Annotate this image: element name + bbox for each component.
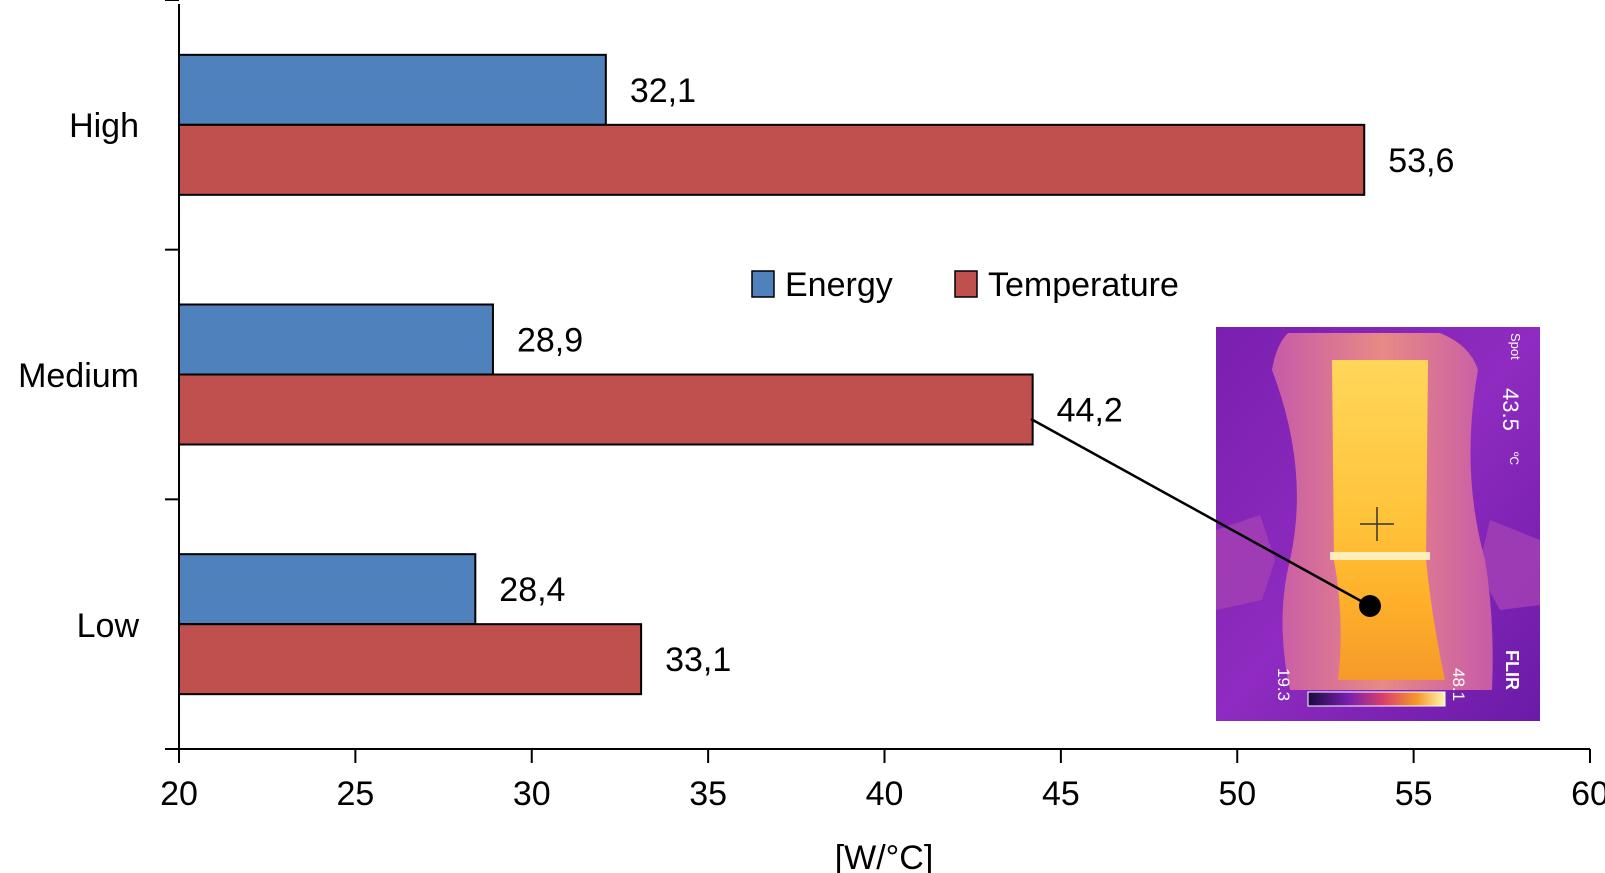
- x-tick-label: 25: [336, 775, 374, 813]
- x-tick-label: 60: [1571, 775, 1605, 813]
- x-tick-label: 55: [1395, 775, 1433, 813]
- category-label-low: Low: [77, 607, 140, 645]
- legend: Energy Temperature: [751, 266, 1179, 304]
- y-axis-ticks: [165, 0, 179, 750]
- data-label-energy-low: 28,4: [499, 571, 565, 609]
- legend-swatch-energy: [751, 270, 775, 298]
- x-tick-label: 45: [1042, 775, 1080, 813]
- x-tick-label: 35: [689, 775, 727, 813]
- thermal-hot-line: [1330, 552, 1430, 560]
- spot-unit: ºC: [1507, 452, 1521, 465]
- bar-energy-low: [178, 553, 477, 626]
- bar-temperature-medium: [178, 373, 1034, 446]
- bar-temperature-low: [178, 623, 643, 696]
- bar-energy-medium: [178, 303, 494, 376]
- thermal-clamp-left: [1216, 515, 1275, 610]
- legend-swatch-temperature: [954, 270, 978, 298]
- flir-brand-text: FLIR: [1502, 650, 1522, 690]
- data-label-temperature-low: 33,1: [665, 641, 731, 679]
- category-label-high: High: [69, 107, 139, 145]
- flir-logo: FLIR: [1502, 650, 1522, 690]
- data-label-temperature-high: 53,6: [1388, 142, 1454, 180]
- data-label-energy-medium: 28,9: [517, 322, 583, 360]
- category-label-medium: Medium: [18, 357, 139, 395]
- x-axis-ticks: 20 25 30 35 40 45 50 55 60: [160, 749, 1605, 813]
- x-axis-title: [W/°C]: [835, 839, 934, 873]
- x-tick-label: 50: [1218, 775, 1256, 813]
- scale-max-value: 48.1: [1449, 668, 1468, 701]
- bar-temperature-high: [178, 123, 1366, 196]
- x-tick-label: 30: [513, 775, 551, 813]
- thermal-palette-scale: [1307, 691, 1446, 707]
- spot-label: Spot: [1508, 333, 1523, 360]
- thermal-clamp-right: [1478, 520, 1540, 610]
- callout-leader-line: [1030, 417, 1371, 608]
- bar-energy-high: [178, 53, 607, 126]
- data-label-temperature-medium: 44,2: [1057, 392, 1123, 430]
- legend-label-temperature: Temperature: [988, 266, 1179, 304]
- bar-group: 32,1 53,6 28,9 44,2 28,4 33,1: [178, 53, 1454, 696]
- spot-value: 43.5: [1498, 388, 1523, 431]
- x-tick-label: 40: [866, 775, 904, 813]
- thermal-image-inset: Spot 43.5 ºC 19.3 48.1 FLIR: [1216, 327, 1540, 721]
- legend-label-energy: Energy: [785, 266, 893, 304]
- data-label-energy-high: 32,1: [630, 72, 696, 110]
- scale-min-value: 19.3: [1274, 668, 1293, 701]
- x-tick-label: 20: [160, 775, 198, 813]
- crosshair-icon: [1360, 507, 1394, 541]
